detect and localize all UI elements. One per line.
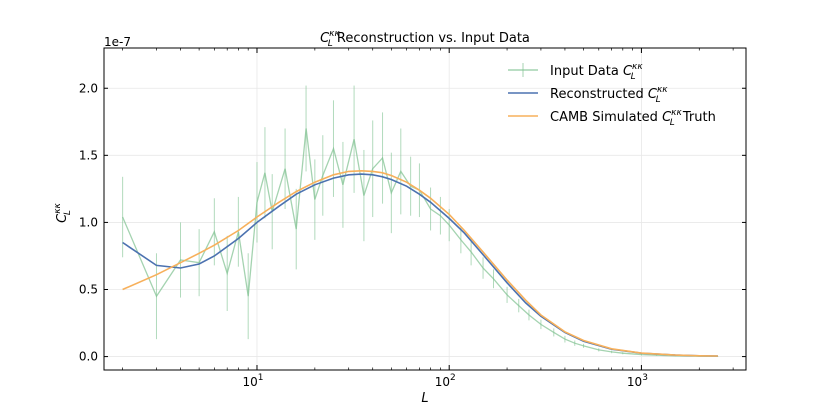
series-line: [122, 173, 718, 357]
x-tick-label: 101: [242, 373, 263, 389]
legend-label: Input Data Cκκ L: [550, 62, 643, 82]
y-tick-label: 2.0: [79, 81, 98, 95]
legend-label: Reconstructed Cκκ L: [550, 85, 668, 105]
y-tick-label: 0.5: [79, 283, 98, 297]
series-camb-simulated-truth: [122, 169, 718, 357]
y-axis-label: CκκL: [53, 202, 73, 222]
plot-frame: [103, 47, 747, 371]
x-axis-label: L: [421, 391, 428, 406]
series-layer: [122, 85, 719, 357]
legend: Input Data Cκκ L Reconstructed Cκκ L CAMB Si…: [508, 62, 716, 128]
ticks: 0.0 0.5 1.0 1.5 2.0 101 102 103: [79, 48, 746, 389]
chart-title: Cκκ L Reconstruction vs. Input Data: [320, 29, 530, 49]
y-tick-label: 0.0: [79, 350, 98, 364]
x-tick-label: 103: [627, 373, 648, 389]
y-tick-label: 1.0: [79, 215, 98, 229]
series-line: [122, 169, 718, 357]
series-line: [122, 128, 718, 357]
legend-label: CAMB Simulated Cκκ L Truth: [550, 108, 716, 128]
legend-item: Reconstructed Cκκ L: [508, 85, 668, 105]
series-reconstructed: [122, 173, 718, 357]
x-tick-label: 102: [435, 373, 456, 389]
legend-item: CAMB Simulated Cκκ L Truth: [508, 108, 716, 128]
y-offset-label: 1e-7: [104, 35, 131, 49]
plot-area: 0.0 0.5 1.0 1.5 2.0 101 102 103: [79, 47, 747, 389]
y-tick-label: 1.5: [79, 148, 98, 162]
series-input-data: [122, 85, 719, 357]
legend-item: Input Data Cκκ L: [508, 62, 643, 82]
svg-text:CκκL: CκκL: [53, 202, 73, 222]
